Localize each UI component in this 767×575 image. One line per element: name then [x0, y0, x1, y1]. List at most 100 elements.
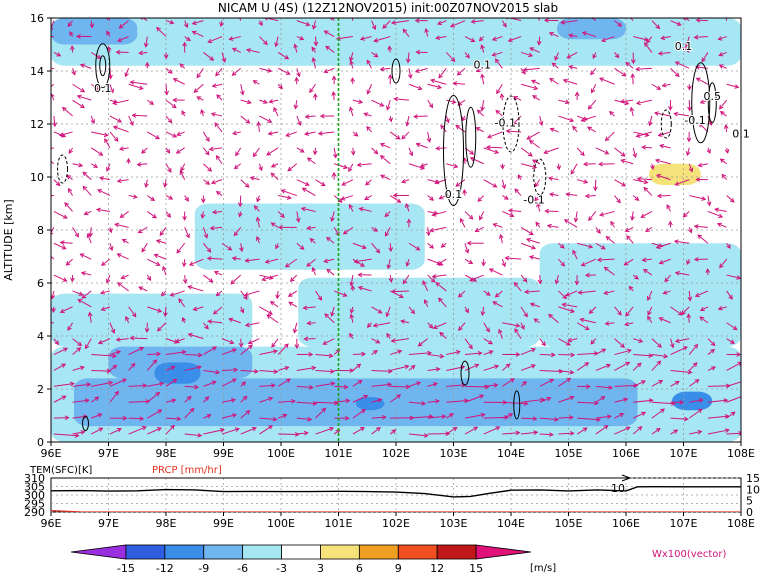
wind-vector-head — [176, 248, 181, 254]
wind-vector — [664, 274, 671, 282]
y-tick-label: 0 — [37, 436, 44, 449]
wind-vector — [595, 242, 606, 250]
wind-vector — [380, 143, 391, 149]
surface-series — [51, 485, 741, 512]
wind-vector-head — [209, 56, 215, 61]
wind-vector-head — [431, 274, 437, 279]
wind-vector-head — [130, 362, 136, 368]
wind-vector — [588, 211, 597, 221]
wind-vector — [647, 316, 653, 324]
wind-vector — [202, 147, 210, 156]
wind-vector-head — [687, 106, 692, 112]
wind-vector — [464, 36, 475, 42]
wind-vector — [427, 368, 440, 371]
wind-vector — [562, 303, 578, 308]
wind-vector-head — [693, 257, 699, 262]
wind-vector-head — [172, 378, 178, 384]
wind-vector-head — [341, 181, 347, 186]
wind-vector-head — [548, 313, 553, 319]
wind-vector — [605, 131, 615, 141]
wind-vector — [240, 410, 250, 419]
wind-vector-head — [178, 298, 183, 304]
wind-vector — [72, 290, 83, 296]
wind-vector — [53, 115, 56, 127]
wind-vector-head — [46, 87, 50, 91]
wind-vector — [211, 113, 223, 117]
wind-vector — [332, 91, 335, 101]
wind-vector — [240, 243, 243, 252]
wind-vector — [315, 401, 339, 404]
wind-vector-head — [536, 202, 541, 208]
wind-vector-head — [695, 177, 701, 182]
wind-vector-head — [138, 50, 144, 56]
wind-vector-head — [270, 172, 276, 178]
wind-vector — [165, 425, 175, 435]
wind-vector — [254, 205, 260, 212]
wind-vector-head — [61, 245, 67, 250]
wind-vector — [184, 274, 186, 283]
wind-vector — [625, 322, 634, 326]
wind-vector-head — [593, 186, 598, 192]
colorbar-ticks: -15 -12 -9 -6 -3 3 6 9 12 15 — [117, 562, 483, 575]
wind-vector-head — [342, 230, 348, 235]
wind-vector — [418, 338, 428, 347]
wind-vector-head — [270, 163, 276, 168]
wind-vector-head — [261, 276, 267, 282]
wind-vector — [502, 413, 513, 419]
wind-vector-head — [79, 365, 85, 371]
wind-vector-head — [156, 351, 162, 357]
wind-vector — [115, 223, 129, 228]
wind-vector — [408, 415, 433, 419]
wind-vector — [569, 34, 578, 38]
wind-vector-head — [396, 394, 402, 399]
wind-vector — [591, 18, 597, 22]
wind-vector-head — [474, 227, 480, 233]
wind-vector-head — [77, 299, 83, 304]
wind-vector — [661, 36, 671, 39]
w-contour — [465, 106, 477, 168]
wind-vector-head — [640, 213, 646, 218]
wind-vector-head — [56, 52, 62, 57]
wind-vector-head — [697, 408, 703, 414]
wind-vector — [464, 364, 479, 371]
wind-vector-head — [435, 145, 441, 151]
wind-vector-head — [521, 69, 526, 75]
wind-vector-head — [179, 63, 185, 68]
wind-vector-head — [683, 416, 689, 422]
wind-vector-head — [592, 54, 597, 60]
wind-vector — [91, 131, 108, 137]
wind-vector — [595, 425, 609, 435]
wind-vector-head — [248, 344, 253, 350]
wind-vector — [188, 286, 204, 292]
wind-vector — [357, 163, 372, 166]
wind-vector — [240, 84, 244, 95]
wind-vector — [567, 52, 578, 59]
wind-vector-head — [67, 326, 72, 332]
wind-vector — [464, 385, 489, 388]
wind-vector-head — [86, 382, 92, 387]
wind-vector-head — [572, 125, 577, 131]
wind-vector-head — [714, 207, 720, 213]
wind-vector — [424, 299, 429, 308]
wind-vector — [277, 52, 289, 60]
wind-vector — [51, 147, 54, 149]
wind-vector-head — [430, 78, 436, 84]
wind-vector-head — [577, 290, 583, 295]
wind-vector — [371, 147, 378, 155]
wind-vector — [66, 258, 73, 266]
wind-vector-head — [240, 90, 245, 96]
wind-vector-head — [669, 343, 675, 349]
wind-vector — [446, 384, 466, 387]
wind-vector — [119, 147, 129, 150]
wind-vector — [643, 269, 653, 276]
wind-vector — [266, 147, 279, 156]
wind-vector — [460, 218, 466, 228]
wind-vector-head — [543, 149, 549, 155]
wind-vector-head — [353, 132, 359, 137]
x-tick-label: 101E — [325, 447, 353, 460]
wind-vector — [164, 179, 167, 187]
wind-vector — [640, 211, 653, 218]
wind-vector-head — [574, 280, 580, 286]
wind-vector — [202, 322, 209, 330]
wind-vector — [80, 64, 92, 69]
